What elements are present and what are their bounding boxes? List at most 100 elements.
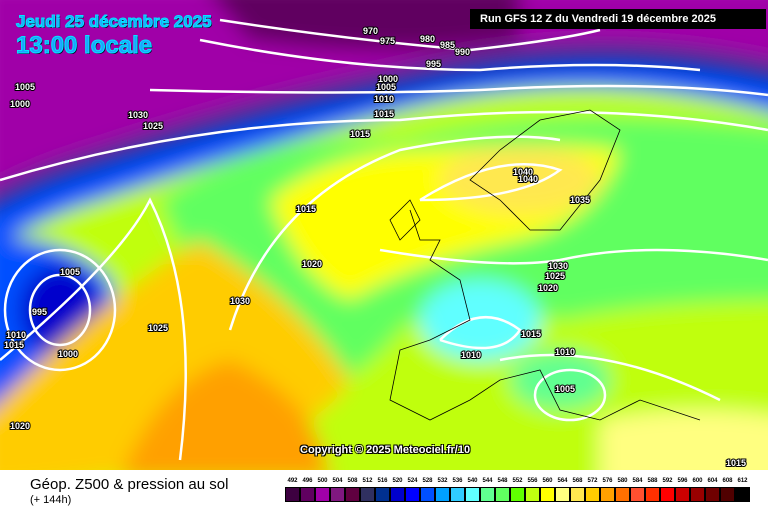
isobar-label: 1015 <box>374 109 394 119</box>
legend-swatch <box>525 487 540 502</box>
isobar-label: 1040 <box>513 167 533 177</box>
legend-swatch <box>450 487 465 502</box>
legend-label: 608 <box>722 478 733 484</box>
isobar-label: 1040 <box>518 174 538 184</box>
isobar-label: 1005 <box>555 384 575 394</box>
legend-label: 596 <box>677 478 688 484</box>
legend-label: 508 <box>347 478 358 484</box>
isobar-label: 1030 <box>128 110 148 120</box>
legend-label: 520 <box>392 478 403 484</box>
legend-swatch <box>375 487 390 502</box>
legend-item: 604 <box>705 478 720 502</box>
legend-item: 556 <box>525 478 540 502</box>
isobar-label: 1035 <box>570 195 590 205</box>
forecast-lead: (+ 144h) <box>30 494 72 506</box>
legend-swatch <box>345 487 360 502</box>
legend-swatch <box>495 487 510 502</box>
legend-item: 564 <box>555 478 570 502</box>
legend-label: 548 <box>497 478 508 484</box>
legend-swatch <box>600 487 615 502</box>
legend-label: 528 <box>422 478 433 484</box>
isobar-label: 1010 <box>555 347 575 357</box>
isobar-label: 1015 <box>4 340 24 350</box>
legend-swatch <box>675 487 690 502</box>
legend-item: 560 <box>540 478 555 502</box>
isobar-label: 1025 <box>545 271 565 281</box>
legend-item: 492 <box>285 478 300 502</box>
isobar-label: 970 <box>363 26 378 36</box>
legend-label: 612 <box>737 478 748 484</box>
legend-label: 572 <box>587 478 598 484</box>
legend-label: 556 <box>527 478 538 484</box>
isobar-label: 1005 <box>376 82 396 92</box>
isobar-label: 1025 <box>148 323 168 333</box>
legend-swatch <box>465 487 480 502</box>
isobar-label: 1010 <box>6 330 26 340</box>
legend-swatch <box>480 487 495 502</box>
legend-label: 540 <box>467 478 478 484</box>
isobar-label: 1020 <box>302 259 322 269</box>
legend-swatch <box>285 487 300 502</box>
legend-item: 596 <box>675 478 690 502</box>
isobar-label: 985 <box>440 40 455 50</box>
legend-item: 552 <box>510 478 525 502</box>
legend-swatch <box>300 487 315 502</box>
legend-item: 584 <box>630 478 645 502</box>
isobar-label: 1025 <box>143 121 163 131</box>
legend-swatch <box>705 487 720 502</box>
legend-label: 532 <box>437 478 448 484</box>
chart-title: Géop. Z500 & pression au sol <box>30 476 229 493</box>
legend-item: 520 <box>390 478 405 502</box>
legend-label: 560 <box>542 478 553 484</box>
legend-label: 604 <box>707 478 718 484</box>
isobar-label: 1015 <box>350 129 370 139</box>
legend-item: 608 <box>720 478 735 502</box>
legend-swatch <box>660 487 675 502</box>
legend-item: 512 <box>360 478 375 502</box>
legend-item: 548 <box>495 478 510 502</box>
legend-item: 524 <box>405 478 420 502</box>
legend-item: 536 <box>450 478 465 502</box>
legend-item: 516 <box>375 478 390 502</box>
legend-swatch <box>315 487 330 502</box>
legend-label: 492 <box>287 478 298 484</box>
legend-swatch <box>645 487 660 502</box>
isobar-label: 1020 <box>538 283 558 293</box>
copyright: Copyright © 2025 Meteociel.fr/10 <box>300 444 471 456</box>
valid-time: 13:00 locale <box>15 32 153 60</box>
legend-item: 576 <box>600 478 615 502</box>
legend-label: 504 <box>332 478 343 484</box>
coastlines <box>389 109 701 421</box>
run-info: Run GFS 12 Z du Vendredi 19 décembre 202… <box>470 9 766 29</box>
legend-label: 580 <box>617 478 628 484</box>
legend-label: 500 <box>317 478 328 484</box>
legend-swatch <box>405 487 420 502</box>
legend-label: 524 <box>407 478 418 484</box>
legend-item: 496 <box>300 478 315 502</box>
isobar-lines <box>0 18 768 461</box>
legend-swatch <box>630 487 645 502</box>
legend-label: 496 <box>302 478 313 484</box>
isobar-label: 1015 <box>726 458 746 468</box>
isobar-label: 980 <box>420 34 435 44</box>
legend-label: 576 <box>602 478 613 484</box>
legend-item: 504 <box>330 478 345 502</box>
legend-label: 600 <box>692 478 703 484</box>
legend-swatch <box>540 487 555 502</box>
isobar-label: 1005 <box>60 267 80 277</box>
legend-swatch <box>690 487 705 502</box>
legend-item: 612 <box>735 478 750 502</box>
legend-swatch <box>720 487 735 502</box>
legend-swatch <box>360 487 375 502</box>
legend-label: 536 <box>452 478 463 484</box>
valid-date: Jeudi 25 décembre 2025 <box>16 12 213 32</box>
legend-label: 592 <box>662 478 673 484</box>
isobar-label: 1000 <box>378 74 398 84</box>
isobar-label: 1015 <box>521 329 541 339</box>
legend-label: 588 <box>647 478 658 484</box>
legend-item: 544 <box>480 478 495 502</box>
legend-item: 572 <box>585 478 600 502</box>
isobar-label: 1005 <box>15 82 35 92</box>
